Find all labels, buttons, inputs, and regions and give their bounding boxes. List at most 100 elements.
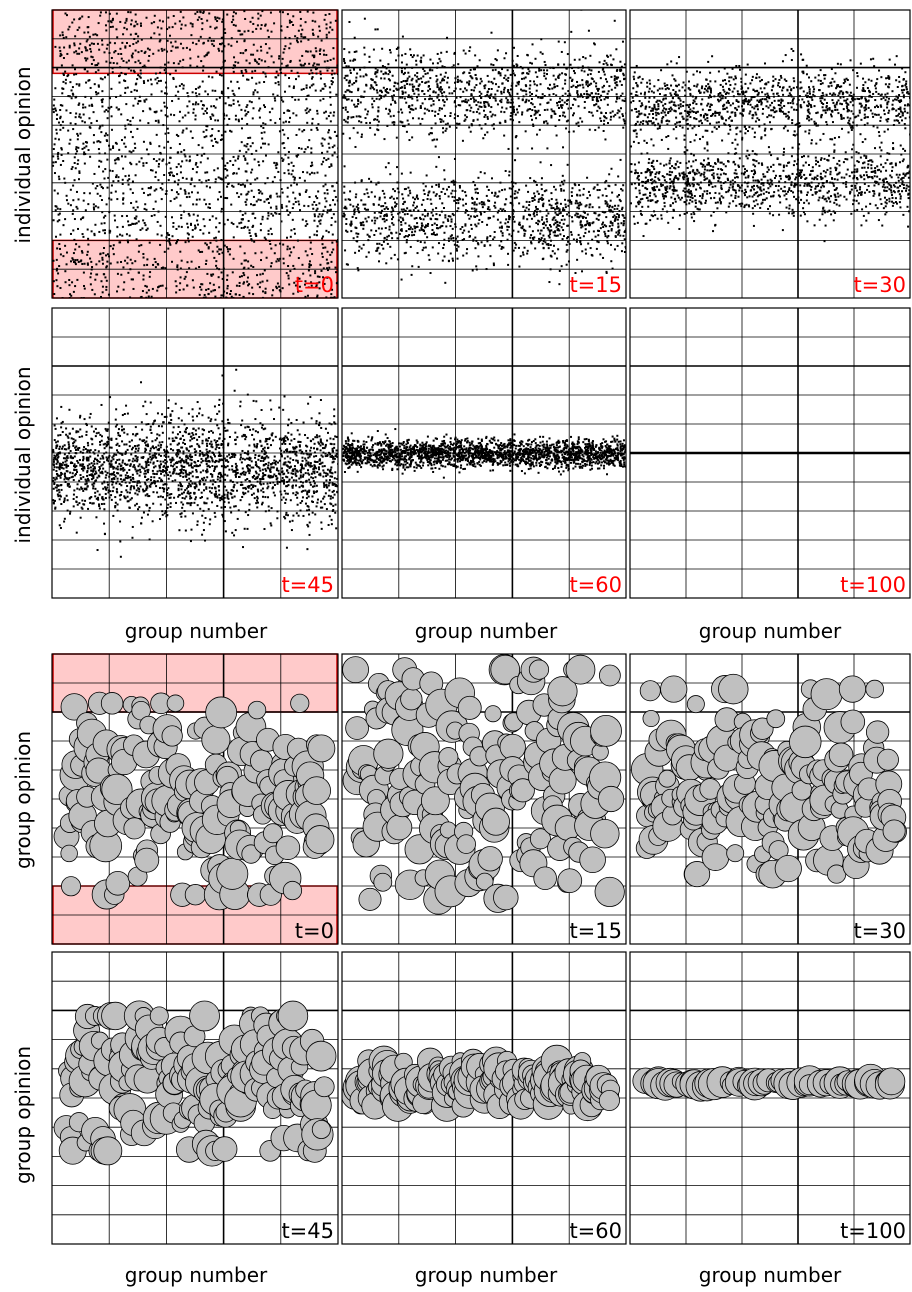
opinion-dot bbox=[232, 236, 235, 239]
opinion-dot bbox=[597, 126, 600, 129]
opinion-dot bbox=[134, 174, 137, 177]
opinion-dot bbox=[126, 262, 129, 265]
opinion-dot bbox=[388, 225, 391, 228]
opinion-dot bbox=[531, 103, 534, 106]
opinion-dot bbox=[98, 165, 101, 168]
opinion-dot bbox=[651, 181, 654, 184]
opinion-dot bbox=[118, 108, 121, 111]
opinion-dot bbox=[490, 31, 493, 34]
opinion-dot bbox=[300, 40, 303, 43]
opinion-dot bbox=[706, 192, 709, 195]
opinion-dot bbox=[609, 54, 612, 57]
opinion-dot bbox=[403, 252, 406, 255]
opinion-dot bbox=[87, 203, 90, 206]
opinion-dot bbox=[545, 189, 548, 192]
opinion-dot bbox=[343, 185, 346, 188]
opinion-dot bbox=[476, 65, 479, 68]
opinion-dot bbox=[169, 113, 172, 116]
opinion-dot bbox=[892, 142, 895, 145]
opinion-dot bbox=[447, 185, 450, 188]
opinion-dot bbox=[243, 185, 246, 188]
opinion-dot bbox=[400, 278, 403, 281]
opinion-dot bbox=[140, 24, 143, 27]
opinion-dot bbox=[480, 200, 483, 203]
opinion-dot bbox=[57, 272, 60, 275]
opinion-dot bbox=[345, 65, 348, 68]
opinion-dot bbox=[104, 152, 107, 155]
opinion-dot bbox=[380, 212, 383, 215]
opinion-dot bbox=[206, 272, 209, 275]
opinion-dot bbox=[533, 210, 536, 213]
opinion-dot bbox=[461, 231, 464, 234]
opinion-dot bbox=[434, 114, 437, 117]
opinion-dot bbox=[156, 26, 159, 29]
opinion-dot bbox=[513, 74, 516, 77]
opinion-dot bbox=[78, 83, 81, 86]
opinion-dot bbox=[207, 51, 210, 54]
opinion-dot bbox=[230, 221, 233, 224]
opinion-dot bbox=[621, 115, 624, 118]
opinion-dot bbox=[617, 193, 620, 196]
opinion-dot bbox=[388, 79, 391, 82]
opinion-dot bbox=[54, 161, 57, 164]
opinion-dot bbox=[308, 266, 311, 269]
opinion-dot bbox=[202, 104, 205, 107]
opinion-dot bbox=[277, 83, 280, 86]
opinion-dot bbox=[434, 233, 437, 236]
opinion-dot bbox=[528, 200, 531, 203]
opinion-dot bbox=[729, 128, 732, 131]
opinion-dot bbox=[306, 50, 309, 53]
opinion-dot bbox=[131, 180, 134, 183]
opinion-dot bbox=[185, 127, 188, 130]
opinion-dot bbox=[373, 216, 376, 219]
opinion-dot bbox=[566, 236, 569, 239]
opinion-dot bbox=[381, 209, 384, 212]
opinion-dot bbox=[347, 81, 350, 84]
opinion-dot bbox=[347, 198, 350, 201]
opinion-dot bbox=[381, 47, 384, 50]
opinion-dot bbox=[262, 142, 265, 145]
opinion-dot bbox=[622, 74, 625, 77]
opinion-dot bbox=[424, 215, 427, 218]
opinion-dot bbox=[239, 245, 242, 248]
opinion-dot bbox=[246, 179, 249, 182]
opinion-dot bbox=[516, 64, 519, 67]
opinion-dot bbox=[323, 157, 326, 160]
opinion-dot bbox=[768, 212, 771, 215]
opinion-dot bbox=[335, 93, 338, 96]
opinion-dot bbox=[645, 105, 648, 108]
opinion-dot bbox=[476, 214, 479, 217]
opinion-dot bbox=[195, 43, 198, 46]
opinion-dot bbox=[107, 293, 110, 296]
opinion-dot bbox=[597, 218, 600, 221]
opinion-dot bbox=[177, 225, 180, 228]
opinion-dot bbox=[226, 284, 229, 287]
opinion-dot bbox=[620, 188, 623, 191]
opinion-dot bbox=[83, 68, 86, 71]
opinion-dot bbox=[145, 16, 148, 19]
opinion-dot bbox=[165, 86, 168, 89]
opinion-dot bbox=[540, 196, 543, 199]
opinion-dot bbox=[546, 220, 549, 223]
opinion-dot bbox=[461, 100, 464, 103]
opinion-dot bbox=[727, 205, 730, 208]
opinion-dot bbox=[57, 213, 60, 216]
opinion-dot bbox=[230, 295, 233, 298]
opinion-dot bbox=[461, 238, 464, 241]
opinion-dot bbox=[721, 139, 724, 142]
opinion-dot bbox=[343, 206, 346, 209]
opinion-dot bbox=[385, 238, 388, 241]
opinion-dot bbox=[544, 241, 547, 244]
opinion-dot bbox=[190, 34, 193, 37]
opinion-dot bbox=[245, 112, 248, 115]
opinion-dot bbox=[67, 152, 70, 155]
opinion-dot bbox=[799, 184, 802, 187]
opinion-dot bbox=[389, 173, 392, 176]
opinion-dot bbox=[304, 283, 307, 286]
opinion-dot bbox=[56, 267, 59, 270]
opinion-dot bbox=[511, 119, 514, 122]
opinion-dot bbox=[256, 24, 259, 27]
opinion-dot bbox=[60, 54, 63, 57]
opinion-dot bbox=[399, 96, 402, 99]
opinion-dot bbox=[132, 287, 135, 290]
